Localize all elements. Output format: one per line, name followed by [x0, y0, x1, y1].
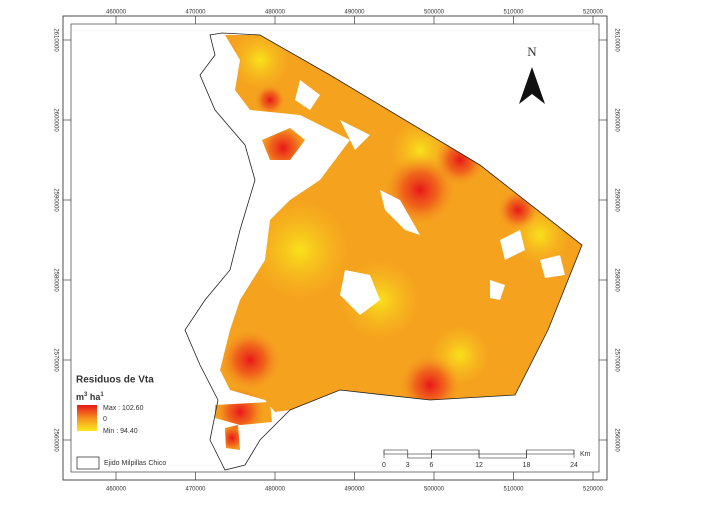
scale-label: 0 — [382, 462, 386, 469]
legend-unit: m3 ha1 — [76, 392, 104, 403]
y-tick-label-left: 2570000 — [52, 348, 58, 372]
x-tick-label-bottom: 470000 — [185, 487, 206, 493]
scale-label: 24 — [570, 462, 578, 469]
x-tick-label-top: 520000 — [583, 10, 604, 16]
boundary — [184, 32, 583, 471]
y-tick-label-left: 2610000 — [52, 28, 58, 52]
x-tick-label-bottom: 510000 — [503, 487, 524, 493]
scale-label: 12 — [475, 462, 483, 469]
scale-segment — [478, 453, 527, 459]
unit-base2: ha — [87, 392, 101, 402]
boundary-swatch — [76, 456, 100, 470]
legend-min: Min : 94.40 — [103, 428, 138, 435]
scale-segment — [431, 449, 480, 455]
legend-mid: 0 — [103, 416, 107, 423]
y-tick-label-right: 2590000 — [613, 188, 619, 212]
y-tick-label-left: 2580000 — [52, 268, 58, 292]
y-tick-label-left: 2600000 — [52, 108, 58, 132]
legend-title: Residuos de Vta — [76, 375, 154, 386]
unit-exp2: 1 — [100, 392, 104, 398]
scale-unit: Km — [580, 451, 591, 458]
x-tick-label-top: 490000 — [344, 10, 365, 16]
legend-boundary: Ejido Milpillas Chico — [104, 460, 166, 467]
y-tick-label-right: 2560000 — [613, 428, 619, 452]
y-tick-label-left: 2560000 — [52, 428, 58, 452]
color-ramp — [77, 405, 97, 431]
x-tick-label-top: 510000 — [503, 10, 524, 16]
unit-base: m — [76, 392, 84, 402]
scale-label: 3 — [406, 462, 410, 469]
x-tick-label-bottom: 500000 — [424, 487, 445, 493]
north-arrow: N — [519, 44, 545, 104]
x-tick-label-top: 460000 — [106, 10, 127, 16]
y-tick-label-left: 2590000 — [52, 188, 58, 212]
scale-label: 18 — [523, 462, 531, 469]
scale-segment — [383, 449, 409, 455]
axes: 460000 460000 470000 470000 480000 480000 4900… — [52, 10, 619, 493]
x-tick-label-top: 480000 — [265, 10, 286, 16]
y-tick-label-right: 2570000 — [613, 348, 619, 372]
scale-label: 6 — [430, 462, 434, 469]
x-tick-label-top: 470000 — [185, 10, 206, 16]
legend-max: Max : 102.60 — [103, 405, 144, 412]
x-tick-label-top: 500000 — [424, 10, 445, 16]
x-tick-label-bottom: 480000 — [265, 487, 286, 493]
x-tick-label-bottom: 520000 — [583, 487, 604, 493]
inner-frame — [70, 23, 600, 473]
y-tick-label-right: 2610000 — [613, 28, 619, 52]
scale-segment — [526, 449, 575, 455]
unit-exp: 3 — [84, 392, 88, 398]
y-tick-label-right: 2600000 — [613, 108, 619, 132]
north-label: N — [527, 44, 537, 59]
x-tick-label-bottom: 460000 — [106, 487, 127, 493]
legend: Residuos de Vta m3 ha1 Max : 102.60 0 Mi… — [76, 375, 166, 470]
scale-segment — [407, 453, 432, 459]
map-frame — [62, 15, 608, 481]
y-tick-label-right: 2580000 — [613, 268, 619, 292]
x-tick-label-bottom: 490000 — [344, 487, 365, 493]
